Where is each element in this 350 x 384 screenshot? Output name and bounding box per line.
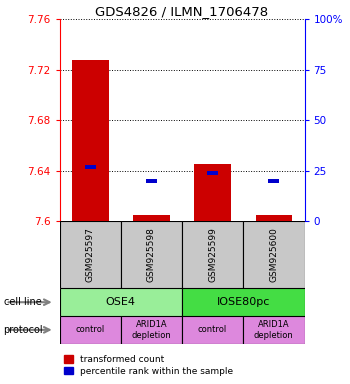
Text: control: control bbox=[76, 325, 105, 334]
Bar bbox=[121, 221, 182, 288]
Bar bbox=[268, 179, 279, 183]
Bar bbox=[60, 221, 121, 288]
Title: GDS4826 / ILMN_1706478: GDS4826 / ILMN_1706478 bbox=[96, 5, 268, 18]
Text: OSE4: OSE4 bbox=[106, 297, 136, 307]
Bar bbox=[207, 171, 218, 175]
Text: ARID1A
depletion: ARID1A depletion bbox=[132, 320, 171, 339]
Bar bbox=[146, 179, 157, 183]
Bar bbox=[60, 288, 182, 316]
Bar bbox=[60, 316, 121, 344]
Bar bbox=[243, 221, 304, 288]
Text: GSM925599: GSM925599 bbox=[208, 227, 217, 282]
Text: GSM925597: GSM925597 bbox=[86, 227, 94, 282]
Bar bbox=[85, 165, 96, 169]
Text: cell line: cell line bbox=[4, 297, 41, 307]
Bar bbox=[182, 221, 243, 288]
Bar bbox=[182, 316, 243, 344]
Bar bbox=[256, 215, 292, 221]
Text: GSM925598: GSM925598 bbox=[147, 227, 156, 282]
Text: ARID1A
depletion: ARID1A depletion bbox=[254, 320, 294, 339]
Text: control: control bbox=[198, 325, 227, 334]
Bar bbox=[121, 316, 182, 344]
Bar bbox=[133, 215, 170, 221]
Bar bbox=[182, 288, 304, 316]
Text: GSM925600: GSM925600 bbox=[270, 227, 278, 282]
Bar bbox=[243, 316, 304, 344]
Bar bbox=[72, 60, 108, 221]
Text: IOSE80pc: IOSE80pc bbox=[217, 297, 270, 307]
Legend: transformed count, percentile rank within the sample: transformed count, percentile rank withi… bbox=[64, 355, 233, 376]
Bar bbox=[194, 164, 231, 221]
Text: protocol: protocol bbox=[4, 325, 43, 335]
